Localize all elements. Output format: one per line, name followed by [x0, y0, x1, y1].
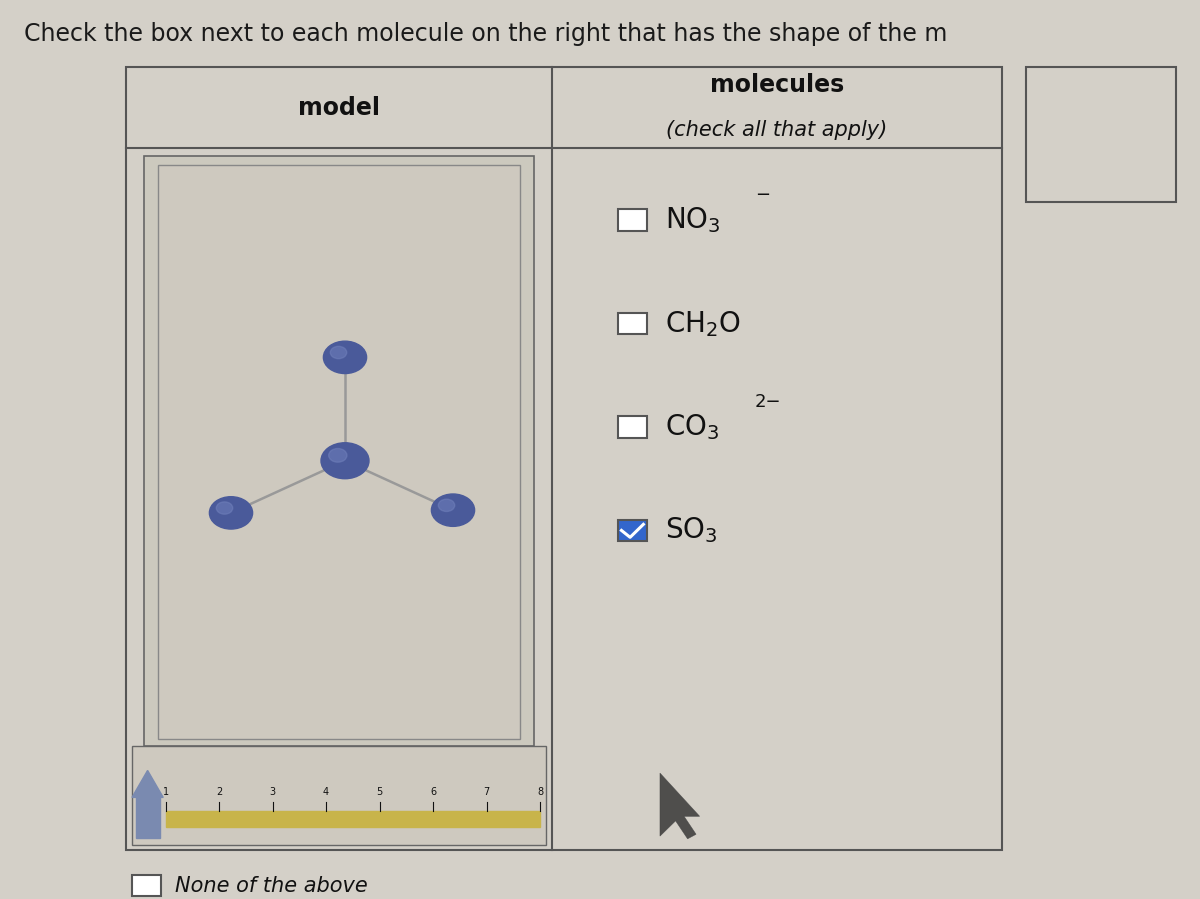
- Text: −: −: [755, 186, 770, 204]
- Bar: [618, 416, 647, 438]
- Circle shape: [330, 346, 347, 359]
- Circle shape: [209, 496, 252, 529]
- Text: $\mathregular{NO_3}$: $\mathregular{NO_3}$: [665, 205, 720, 236]
- Text: molecules: molecules: [710, 74, 844, 97]
- Bar: [618, 313, 647, 334]
- Circle shape: [431, 494, 475, 527]
- Text: 6: 6: [430, 787, 436, 797]
- Bar: [618, 209, 647, 231]
- Bar: [158, 165, 520, 739]
- Text: $\mathregular{SO_3}$: $\mathregular{SO_3}$: [665, 515, 718, 546]
- Circle shape: [329, 449, 347, 462]
- Bar: [126, 67, 1002, 850]
- Circle shape: [324, 341, 367, 374]
- Text: 8: 8: [536, 787, 544, 797]
- Text: model: model: [298, 96, 380, 120]
- Polygon shape: [132, 770, 163, 797]
- Text: 2: 2: [216, 787, 222, 797]
- Bar: [132, 875, 161, 896]
- Text: None of the above: None of the above: [175, 876, 368, 895]
- Text: Check the box next to each molecule on the right that has the shape of the m: Check the box next to each molecule on t…: [24, 22, 947, 47]
- Text: 1: 1: [162, 787, 169, 797]
- Text: 2−: 2−: [755, 393, 781, 411]
- Circle shape: [216, 502, 233, 514]
- Circle shape: [438, 499, 455, 512]
- Polygon shape: [660, 773, 700, 839]
- Circle shape: [322, 443, 370, 478]
- Bar: [1026, 67, 1176, 202]
- Bar: [132, 746, 546, 845]
- Text: 7: 7: [484, 787, 490, 797]
- Text: (check all that apply): (check all that apply): [666, 120, 888, 140]
- Text: $\mathregular{CH_2O}$: $\mathregular{CH_2O}$: [665, 308, 740, 339]
- Text: 4: 4: [323, 787, 329, 797]
- Text: 5: 5: [377, 787, 383, 797]
- Bar: [618, 520, 647, 541]
- Bar: [136, 797, 160, 838]
- Text: $\mathregular{CO_3}$: $\mathregular{CO_3}$: [665, 412, 719, 442]
- Bar: [166, 811, 540, 827]
- Bar: [144, 156, 534, 746]
- Text: 3: 3: [270, 787, 276, 797]
